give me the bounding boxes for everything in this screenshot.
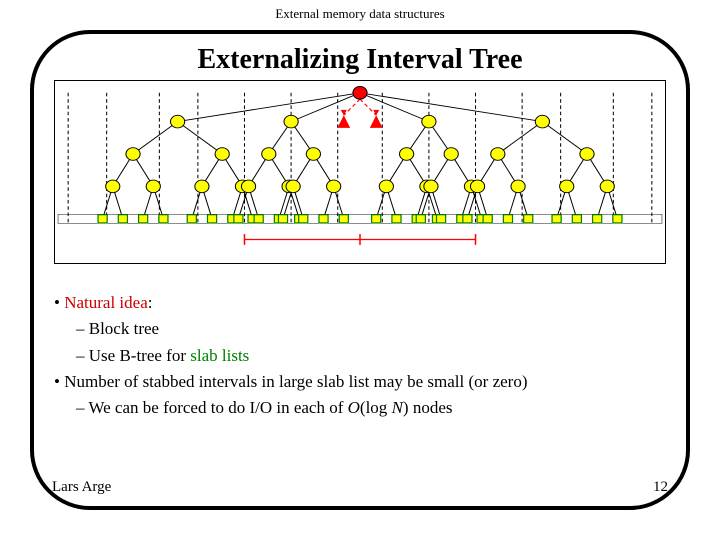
bullet-item: Natural idea: (54, 290, 666, 316)
tree-diagram (54, 80, 666, 264)
bullet-item: Use B-tree for slab lists (76, 343, 666, 369)
slide-frame: Externalizing Interval Tree Natural idea… (30, 30, 690, 510)
header-text: External memory data structures (0, 0, 720, 22)
footer-page: 12 (653, 479, 668, 496)
footer-author: Lars Arge (52, 479, 111, 496)
bullet-item: We can be forced to do I/O in each of O(… (76, 395, 666, 421)
bullet-list: Natural idea:Block treeUse B-tree for sl… (54, 290, 666, 422)
slide-title: Externalizing Interval Tree (54, 44, 666, 76)
bullet-item: Number of stabbed intervals in large sla… (54, 369, 666, 395)
bullet-item: Block tree (76, 316, 666, 342)
